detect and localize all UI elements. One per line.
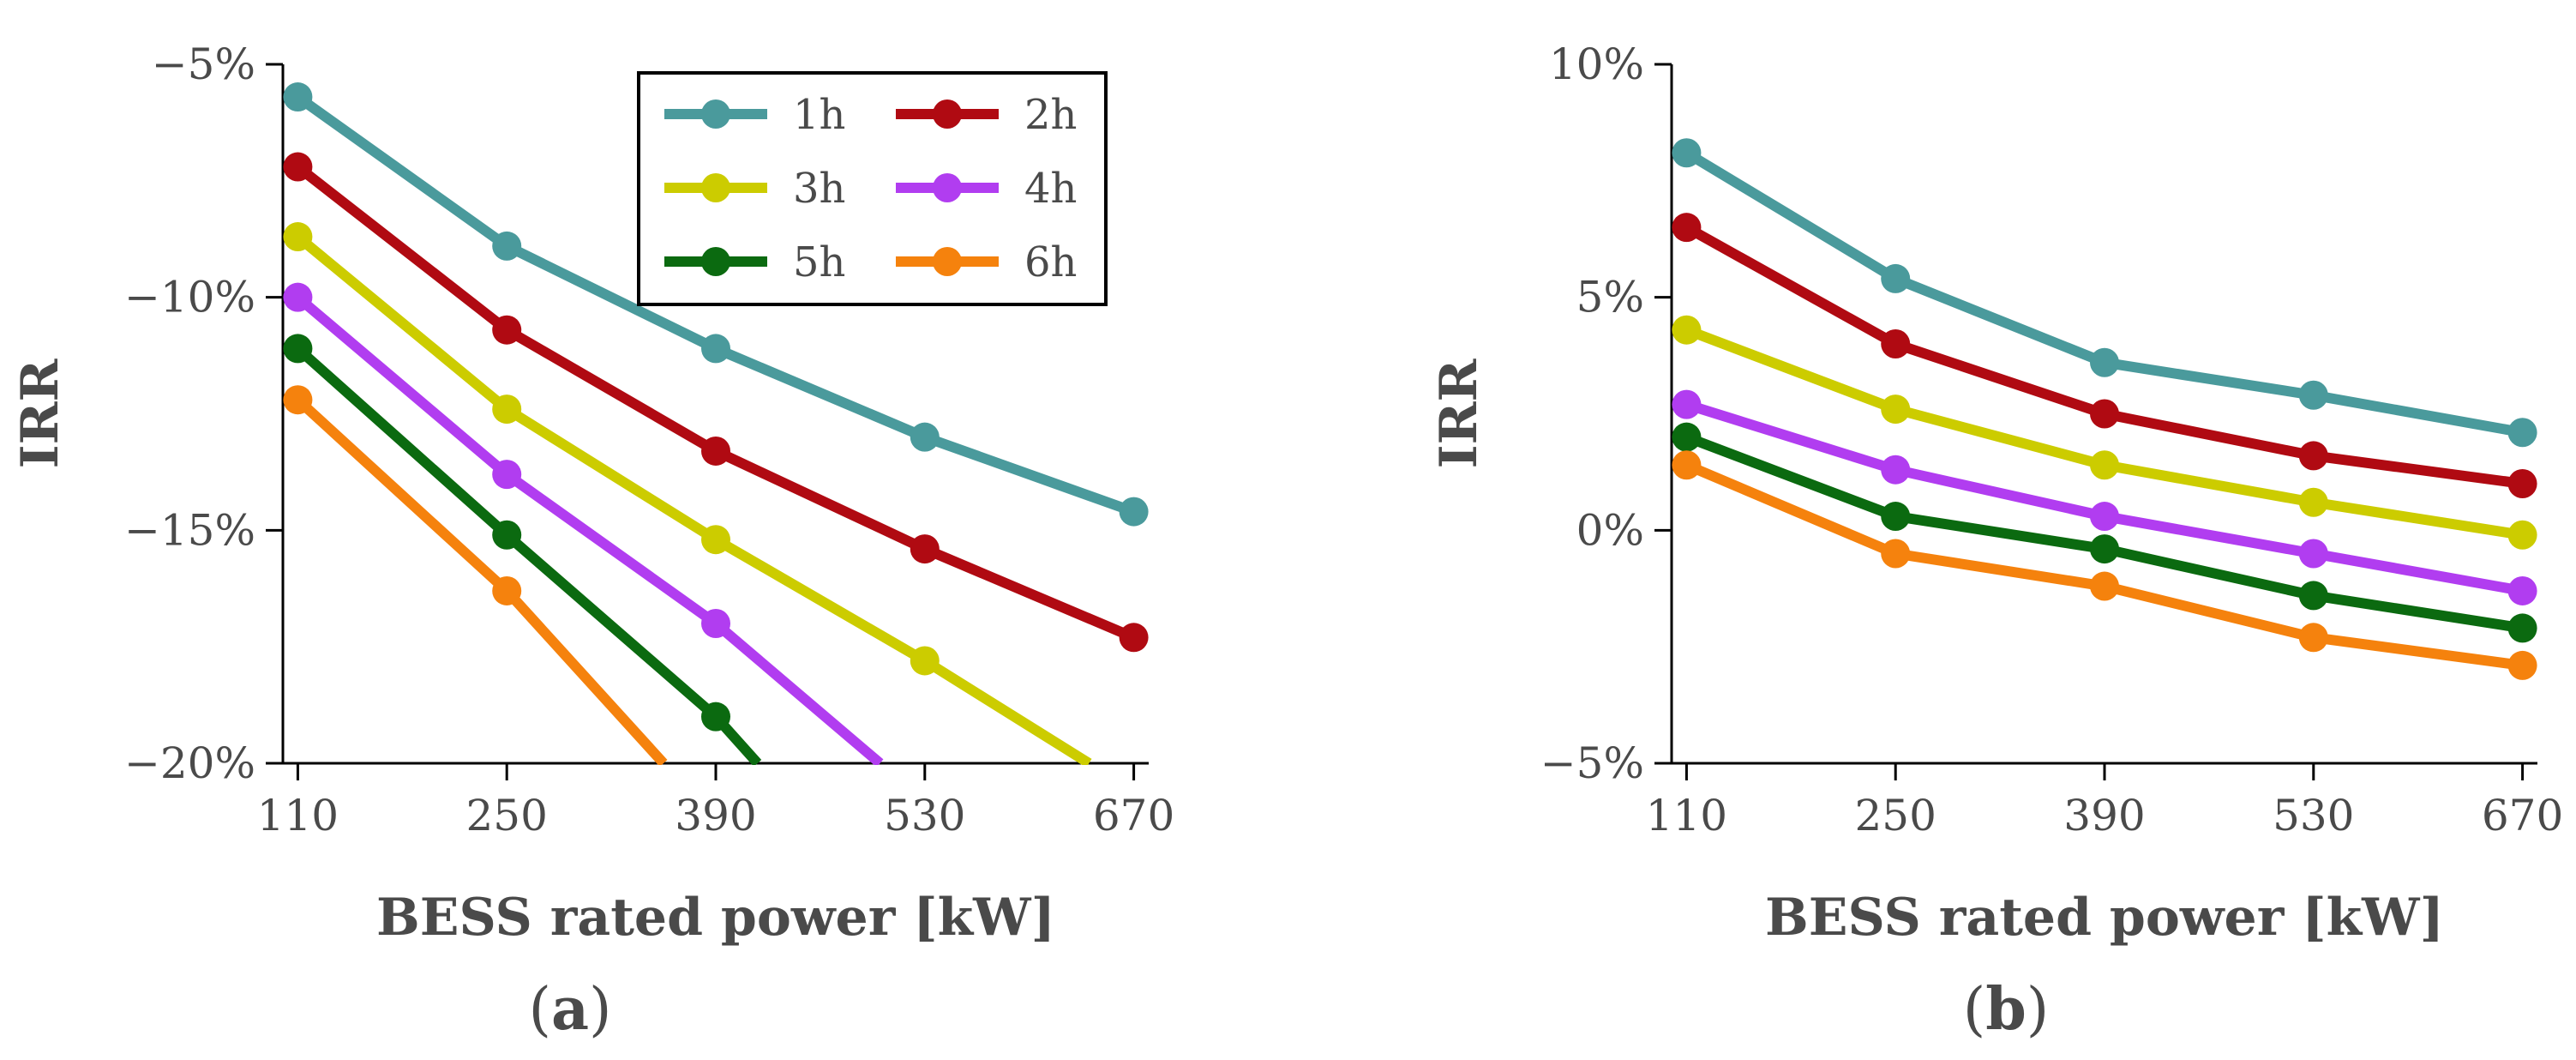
x-tick-label: 250 — [1854, 791, 1936, 840]
data-point-3h — [701, 525, 730, 555]
data-point-5h — [492, 520, 522, 550]
data-point-2h — [1881, 329, 1911, 358]
data-point-1h — [910, 422, 940, 452]
data-point-6h — [1881, 539, 1911, 569]
data-point-4h — [2090, 502, 2119, 532]
data-point-3h — [2507, 520, 2537, 550]
data-point-3h — [1672, 315, 1702, 345]
panel-label: (b) — [1963, 975, 2050, 1044]
data-point-2h — [492, 315, 522, 345]
data-point-4h — [1672, 389, 1702, 419]
data-point-6h — [2090, 571, 2119, 601]
y-tick-label: 10% — [1549, 39, 1644, 89]
x-tick-label: 110 — [257, 791, 339, 840]
data-point-1h — [2298, 380, 2328, 410]
x-tick-label: 390 — [675, 791, 756, 840]
data-point-1h — [2507, 418, 2537, 448]
legend-marker-1h — [701, 99, 730, 129]
series-line-3h — [294, 232, 1092, 765]
data-point-4h — [283, 282, 313, 312]
data-point-4h — [1881, 455, 1911, 485]
legend-marker-5h — [701, 247, 730, 276]
data-point-2h — [2298, 441, 2328, 471]
y-tick-label: 0% — [1576, 505, 1644, 555]
data-point-4h — [2507, 575, 2537, 605]
data-point-1h — [1119, 497, 1149, 527]
legend-label-6h: 6h — [1024, 238, 1077, 286]
data-point-1h — [1881, 263, 1911, 293]
legend-marker-2h — [933, 99, 962, 129]
data-point-1h — [492, 231, 522, 261]
legend-marker-3h — [701, 173, 730, 202]
legend-label-1h: 1h — [793, 91, 845, 139]
data-point-1h — [1672, 138, 1702, 168]
data-point-6h — [492, 575, 522, 605]
y-tick-label: −15% — [124, 505, 255, 555]
data-point-4h — [492, 460, 522, 490]
plot-area — [1672, 138, 2537, 680]
data-point-1h — [283, 82, 313, 112]
x-tick-label: 250 — [465, 791, 547, 840]
legend-label-2h: 2h — [1024, 91, 1077, 139]
data-point-6h — [2507, 650, 2537, 680]
x-axis-label: BESS rated power [kW] — [376, 888, 1055, 948]
panel-label: (a) — [528, 975, 611, 1044]
data-point-5h — [1881, 502, 1911, 532]
y-tick-label: −10% — [124, 273, 255, 322]
data-point-4h — [2298, 539, 2328, 569]
data-point-5h — [283, 334, 313, 364]
data-point-2h — [283, 152, 313, 182]
data-point-3h — [2298, 487, 2328, 517]
legend-marker-6h — [933, 247, 962, 276]
legend-label-4h: 4h — [1024, 165, 1077, 213]
data-point-3h — [2090, 450, 2119, 480]
data-point-2h — [2507, 469, 2537, 498]
y-axis-label: IRR — [1429, 358, 1489, 468]
data-point-3h — [910, 646, 940, 676]
data-point-2h — [2090, 399, 2119, 429]
x-tick-label: 110 — [1646, 791, 1727, 840]
data-point-4h — [701, 609, 730, 638]
data-point-1h — [2090, 347, 2119, 377]
x-axis-label: BESS rated power [kW] — [1765, 888, 2444, 948]
legend-label-5h: 5h — [793, 238, 845, 286]
x-tick-label: 390 — [2063, 791, 2145, 840]
data-point-5h — [1672, 422, 1702, 452]
x-tick-label: 670 — [1093, 791, 1174, 840]
chart-panel-b: 10% 5% 0% −5%110 250 390 530 670 IRR BESS rated p… — [1429, 39, 2563, 1044]
data-point-6h — [2298, 623, 2328, 653]
legend-marker-4h — [933, 173, 962, 202]
y-tick-label: −5% — [1540, 738, 1644, 788]
x-tick-label: 530 — [2273, 791, 2354, 840]
data-point-5h — [2090, 534, 2119, 564]
data-point-6h — [283, 385, 313, 415]
data-point-2h — [1119, 623, 1149, 653]
data-point-5h — [2298, 581, 2328, 611]
x-tick-label: 530 — [884, 791, 965, 840]
chart-panel-a: −5% −10% −15% −20%110 250 390 530 670 IRR BESS ra… — [10, 39, 1174, 1044]
data-point-3h — [1881, 394, 1911, 425]
y-tick-label: 5% — [1576, 273, 1644, 322]
data-point-5h — [2507, 613, 2537, 643]
y-axis-label: IRR — [10, 358, 70, 468]
y-tick-label: −20% — [124, 738, 255, 788]
data-point-1h — [701, 334, 730, 364]
series-line-4h — [294, 293, 884, 765]
data-point-3h — [283, 222, 313, 252]
data-point-2h — [910, 534, 940, 564]
data-point-3h — [492, 394, 522, 425]
y-tick-label: −5% — [152, 39, 255, 89]
data-point-2h — [1672, 213, 1702, 243]
data-point-2h — [701, 436, 730, 466]
series-line-5h — [294, 344, 762, 765]
x-tick-label: 670 — [2482, 791, 2563, 840]
data-point-5h — [701, 702, 730, 732]
data-point-6h — [1672, 450, 1702, 480]
legend-label-3h: 3h — [793, 165, 845, 213]
plot-area — [283, 82, 1149, 765]
